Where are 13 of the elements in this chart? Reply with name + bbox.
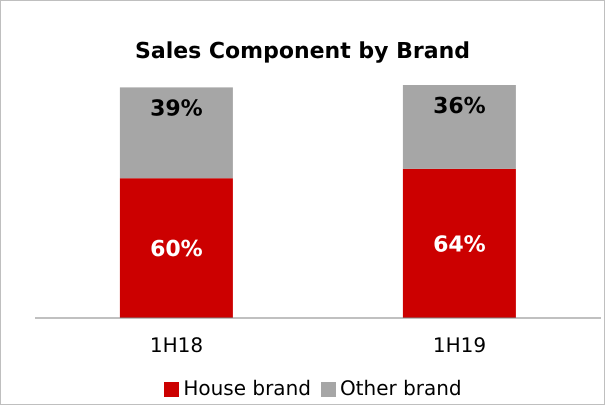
chart-title: Sales Component by Brand xyxy=(134,39,471,64)
data-label: 36% xyxy=(433,94,486,119)
data-label: 64% xyxy=(433,232,486,258)
bar xyxy=(402,85,516,169)
bar xyxy=(120,178,233,318)
bar xyxy=(402,168,516,318)
x-tick-label: 1H18 xyxy=(150,333,204,358)
bar xyxy=(120,87,233,178)
legend-label: House brand xyxy=(183,376,311,400)
data-label: 60% xyxy=(150,237,203,262)
x-tick-label: 1H19 xyxy=(432,333,486,358)
legend-label: Other brand xyxy=(340,376,462,400)
data-label: 39% xyxy=(150,96,203,122)
